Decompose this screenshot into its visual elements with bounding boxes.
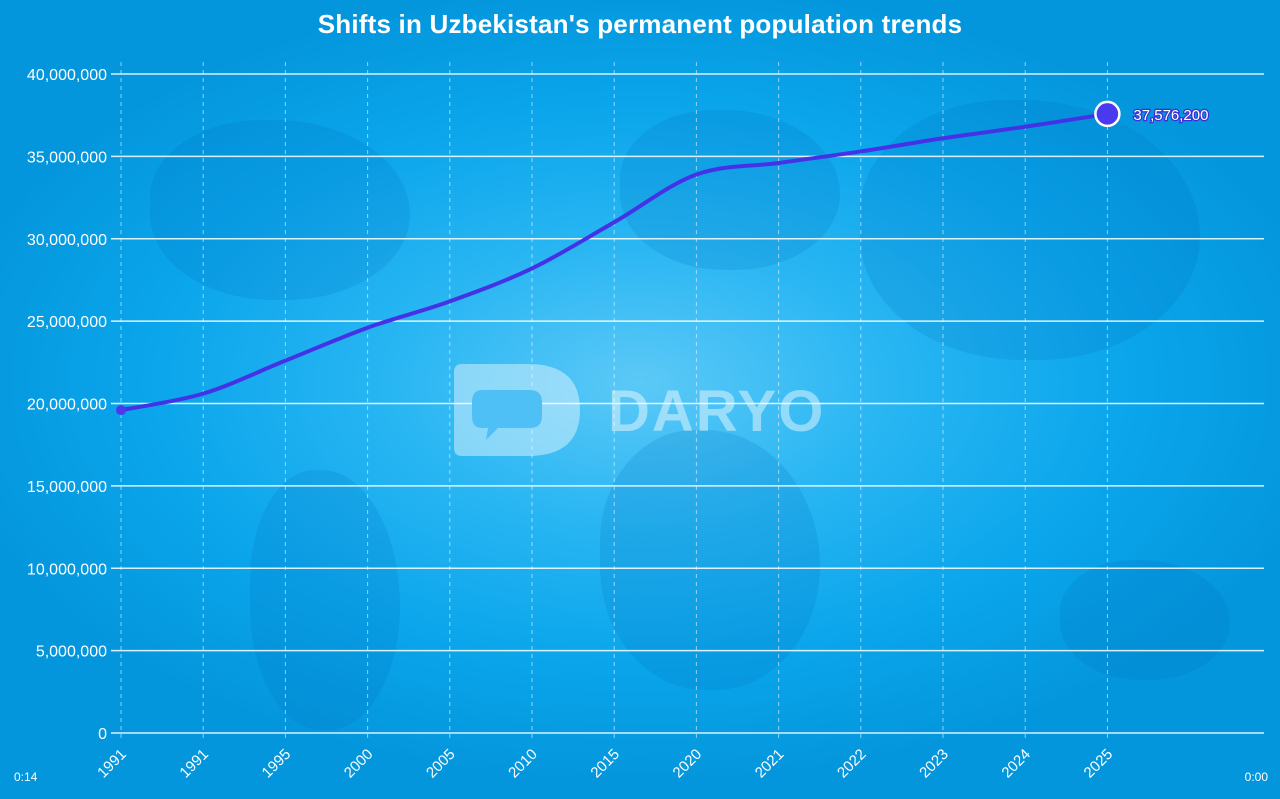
x-tick-label: 2025 bbox=[1081, 746, 1117, 782]
x-tick-label: 1995 bbox=[259, 746, 295, 782]
y-tick-label: 30,000,000 bbox=[27, 232, 107, 249]
map-shape-africa bbox=[600, 430, 820, 690]
chart-title: Shifts in Uzbekistan's permanent populat… bbox=[317, 9, 963, 39]
daryo-watermark: DARYO bbox=[448, 360, 848, 460]
map-shape-americas-north bbox=[150, 120, 410, 300]
x-tick-label: 2022 bbox=[834, 746, 870, 782]
data-markers: 37,576,200 bbox=[116, 100, 1210, 416]
y-tick-label: 35,000,000 bbox=[27, 149, 107, 166]
y-tick-label: 40,000,000 bbox=[27, 67, 107, 84]
y-tick-label: 10,000,000 bbox=[27, 561, 107, 578]
video-elapsed-time: 0:14 bbox=[14, 770, 38, 784]
data-point-marker-latest bbox=[1094, 100, 1121, 128]
x-tick-label: 2015 bbox=[587, 746, 623, 782]
y-tick-label: 25,000,000 bbox=[27, 314, 107, 331]
x-tick-label: 2021 bbox=[752, 746, 788, 782]
video-remaining-time: 0:00 bbox=[1244, 770, 1268, 784]
y-tick-label: 5,000,000 bbox=[36, 644, 107, 661]
y-axis-tick-labels: 0 5,000,000 10,000,000 15,000,000 20,000,000… bbox=[27, 67, 107, 743]
x-tick-label: 2020 bbox=[670, 746, 706, 782]
data-point-marker bbox=[116, 405, 126, 416]
map-shape-europe bbox=[620, 110, 840, 270]
y-tick-label: 20,000,000 bbox=[27, 397, 107, 414]
map-shape-australia bbox=[1060, 560, 1230, 680]
x-tick-label: 1991 bbox=[94, 746, 130, 782]
data-label-latest: 37,576,200 bbox=[1133, 107, 1208, 124]
y-tick-label: 15,000,000 bbox=[27, 479, 107, 496]
watermark-text: DARYO bbox=[608, 379, 826, 444]
x-axis-tick-labels: 1991 1991 1995 2000 2005 2010 2015 2020 2021 2022… bbox=[94, 746, 1116, 782]
population-series-line bbox=[119, 111, 1110, 413]
horizontal-gridlines bbox=[111, 73, 1264, 734]
x-tick-label: 2023 bbox=[916, 746, 952, 782]
x-tick-label: 2010 bbox=[505, 746, 541, 782]
map-shape-americas-south bbox=[250, 470, 400, 730]
x-tick-label: 2005 bbox=[423, 746, 459, 782]
daryo-logo-icon bbox=[454, 364, 580, 456]
x-tick-label: 1991 bbox=[176, 746, 212, 782]
y-tick-label: 0 bbox=[98, 726, 107, 743]
x-tick-label: 2024 bbox=[998, 746, 1034, 782]
x-tick-label: 2000 bbox=[341, 746, 377, 782]
